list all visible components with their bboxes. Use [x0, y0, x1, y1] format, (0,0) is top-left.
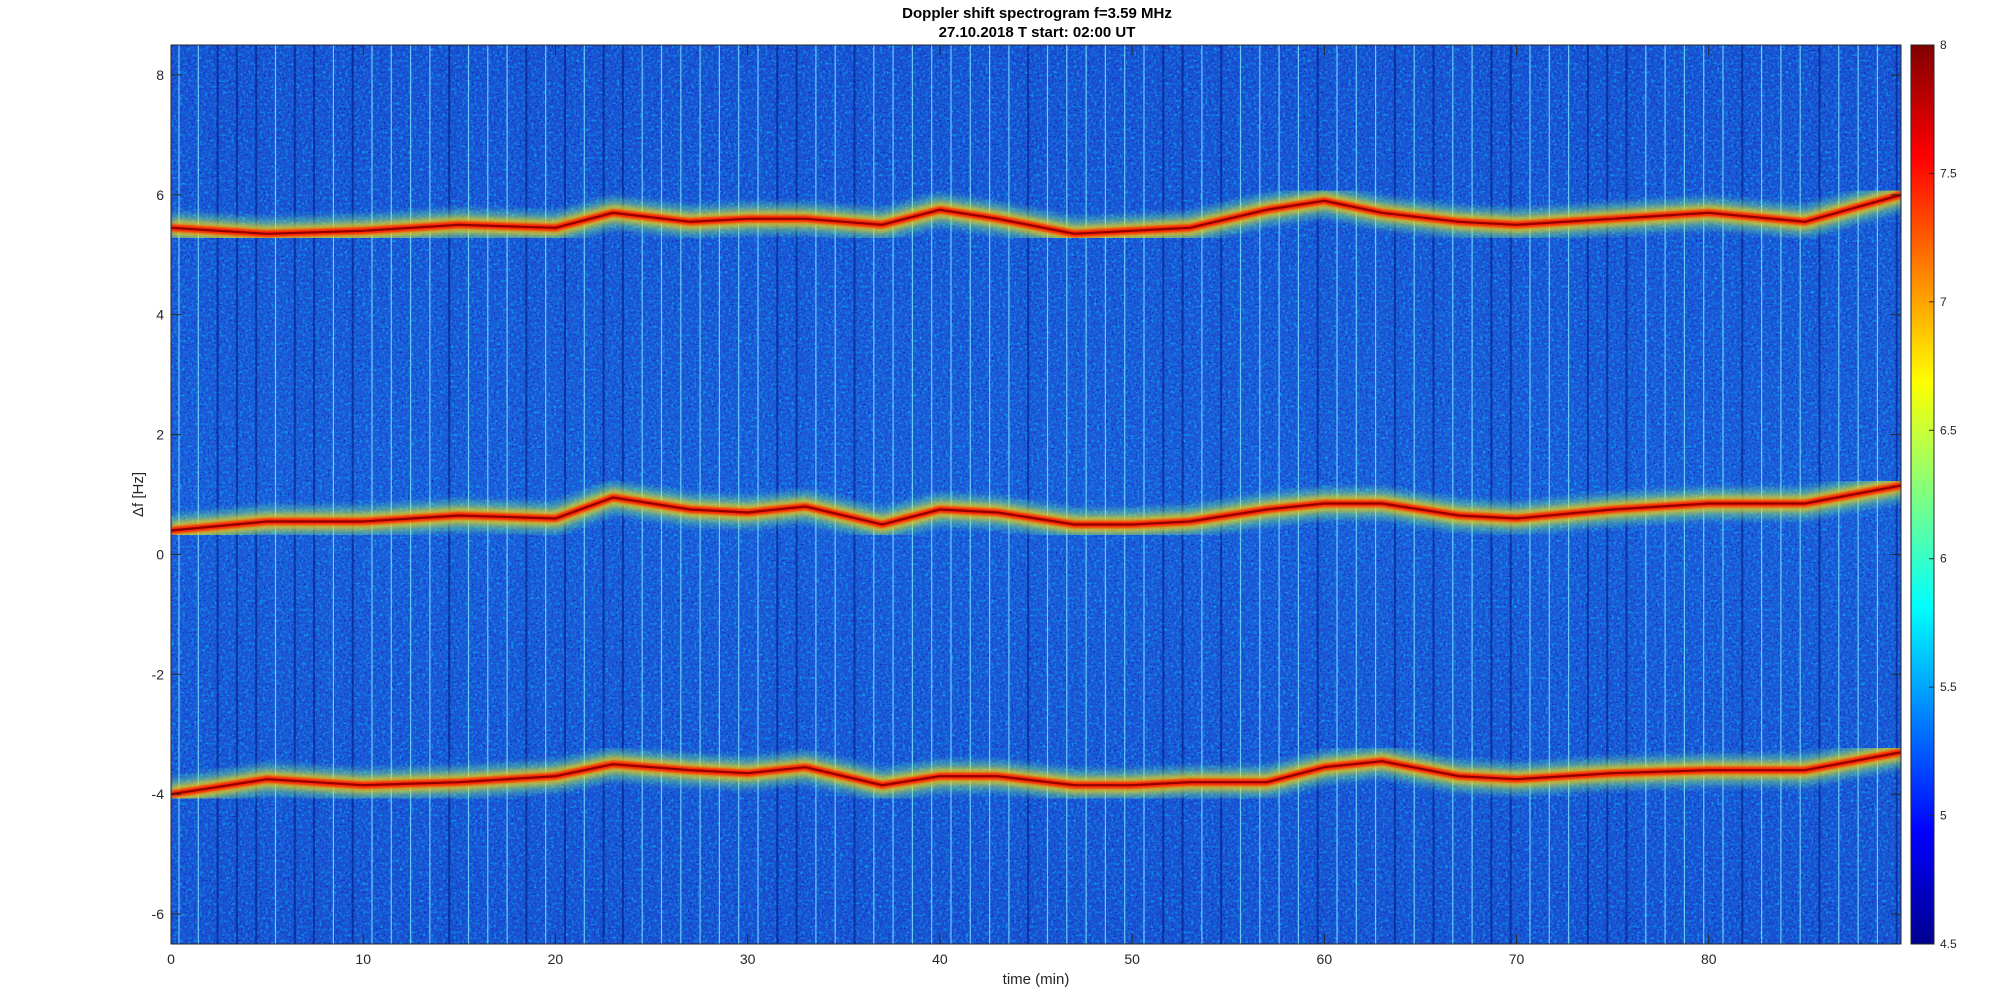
- y-tick-label: 6: [156, 187, 164, 203]
- doppler-traces: [171, 179, 1901, 811]
- x-tick-label: 50: [1124, 951, 1140, 967]
- trace-core-2: [171, 484, 1901, 532]
- colorbar-tick-label: 6: [1940, 552, 1947, 566]
- y-tick-label: -6: [152, 906, 165, 922]
- y-tick-label: -2: [152, 666, 165, 682]
- x-tick-label: 70: [1509, 951, 1525, 967]
- x-tick-label: 30: [740, 951, 756, 967]
- x-tick-label: 60: [1317, 951, 1333, 967]
- y-tick-label: 4: [156, 307, 164, 323]
- y-tick-label: -4: [152, 786, 165, 802]
- y-axis-ticks: -6 -4 -2 0 2 4 6 8: [152, 67, 1901, 922]
- plot-area: [171, 45, 1901, 944]
- x-tick-label: 0: [167, 951, 175, 967]
- x-tick-label: 80: [1701, 951, 1717, 967]
- colorbar-tick-label: 7.5: [1940, 166, 1957, 180]
- y-axis-label: Δf [Hz]: [130, 472, 147, 517]
- colorbar: [1910, 44, 1935, 945]
- colorbar-tick-label: 4.5: [1940, 937, 1957, 951]
- chart-title: Doppler shift spectrogram f=3.59 MHz: [902, 5, 1172, 22]
- colorbar-ticks: 4.5 5 5.5 6 6.5 7 7.5 8: [1929, 38, 1957, 951]
- x-tick-label: 10: [355, 951, 371, 967]
- x-tick-label: 20: [548, 951, 564, 967]
- y-tick-label: 8: [156, 67, 164, 83]
- x-axis-label: time (min): [1003, 971, 1070, 988]
- colorbar-tick-label: 5: [1940, 809, 1947, 823]
- trace-core-1: [171, 193, 1901, 235]
- y-tick-label: 0: [156, 546, 164, 562]
- colorbar-tick-label: 7: [1940, 295, 1947, 309]
- trace-core-3: [171, 751, 1901, 796]
- axes-frame: [170, 44, 1902, 945]
- x-tick-label: 40: [932, 951, 948, 967]
- y-tick-label: 2: [156, 427, 164, 443]
- colorbar-tick-label: 6.5: [1940, 423, 1957, 437]
- colorbar-tick-label: 5.5: [1940, 680, 1957, 694]
- x-axis-ticks: 0 10 20 30 40 50 60 70 80: [167, 45, 1717, 967]
- chart-subtitle: 27.10.2018 T start: 02:00 UT: [939, 24, 1136, 41]
- colorbar-tick-label: 8: [1940, 38, 1947, 52]
